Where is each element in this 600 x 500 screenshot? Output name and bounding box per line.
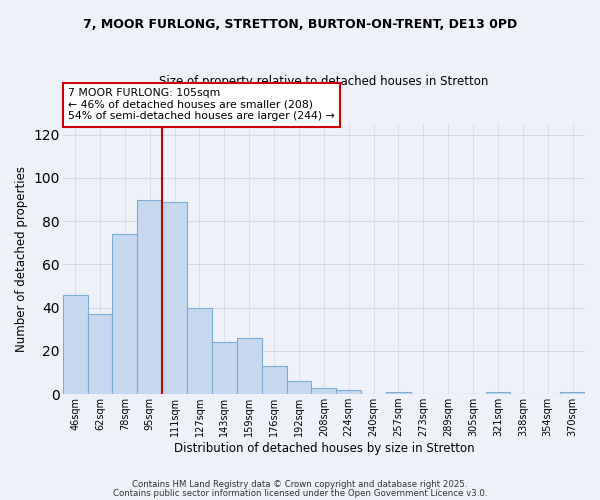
Bar xyxy=(485,392,511,394)
Bar xyxy=(311,388,336,394)
Bar xyxy=(112,234,137,394)
Bar xyxy=(137,200,162,394)
Text: Contains HM Land Registry data © Crown copyright and database right 2025.: Contains HM Land Registry data © Crown c… xyxy=(132,480,468,489)
Title: Size of property relative to detached houses in Stretton: Size of property relative to detached ho… xyxy=(159,75,488,88)
Bar xyxy=(212,342,237,394)
Bar xyxy=(262,366,287,394)
Bar xyxy=(237,338,262,394)
Bar xyxy=(386,392,411,394)
Bar xyxy=(287,381,311,394)
Bar xyxy=(336,390,361,394)
Bar xyxy=(88,314,112,394)
Text: Contains public sector information licensed under the Open Government Licence v3: Contains public sector information licen… xyxy=(113,488,487,498)
Text: 7, MOOR FURLONG, STRETTON, BURTON-ON-TRENT, DE13 0PD: 7, MOOR FURLONG, STRETTON, BURTON-ON-TRE… xyxy=(83,18,517,30)
Y-axis label: Number of detached properties: Number of detached properties xyxy=(15,166,28,352)
Bar xyxy=(162,202,187,394)
Text: 7 MOOR FURLONG: 105sqm
← 46% of detached houses are smaller (208)
54% of semi-de: 7 MOOR FURLONG: 105sqm ← 46% of detached… xyxy=(68,88,335,121)
Bar xyxy=(63,294,88,394)
X-axis label: Distribution of detached houses by size in Stretton: Distribution of detached houses by size … xyxy=(173,442,474,455)
Bar xyxy=(187,308,212,394)
Bar xyxy=(560,392,585,394)
